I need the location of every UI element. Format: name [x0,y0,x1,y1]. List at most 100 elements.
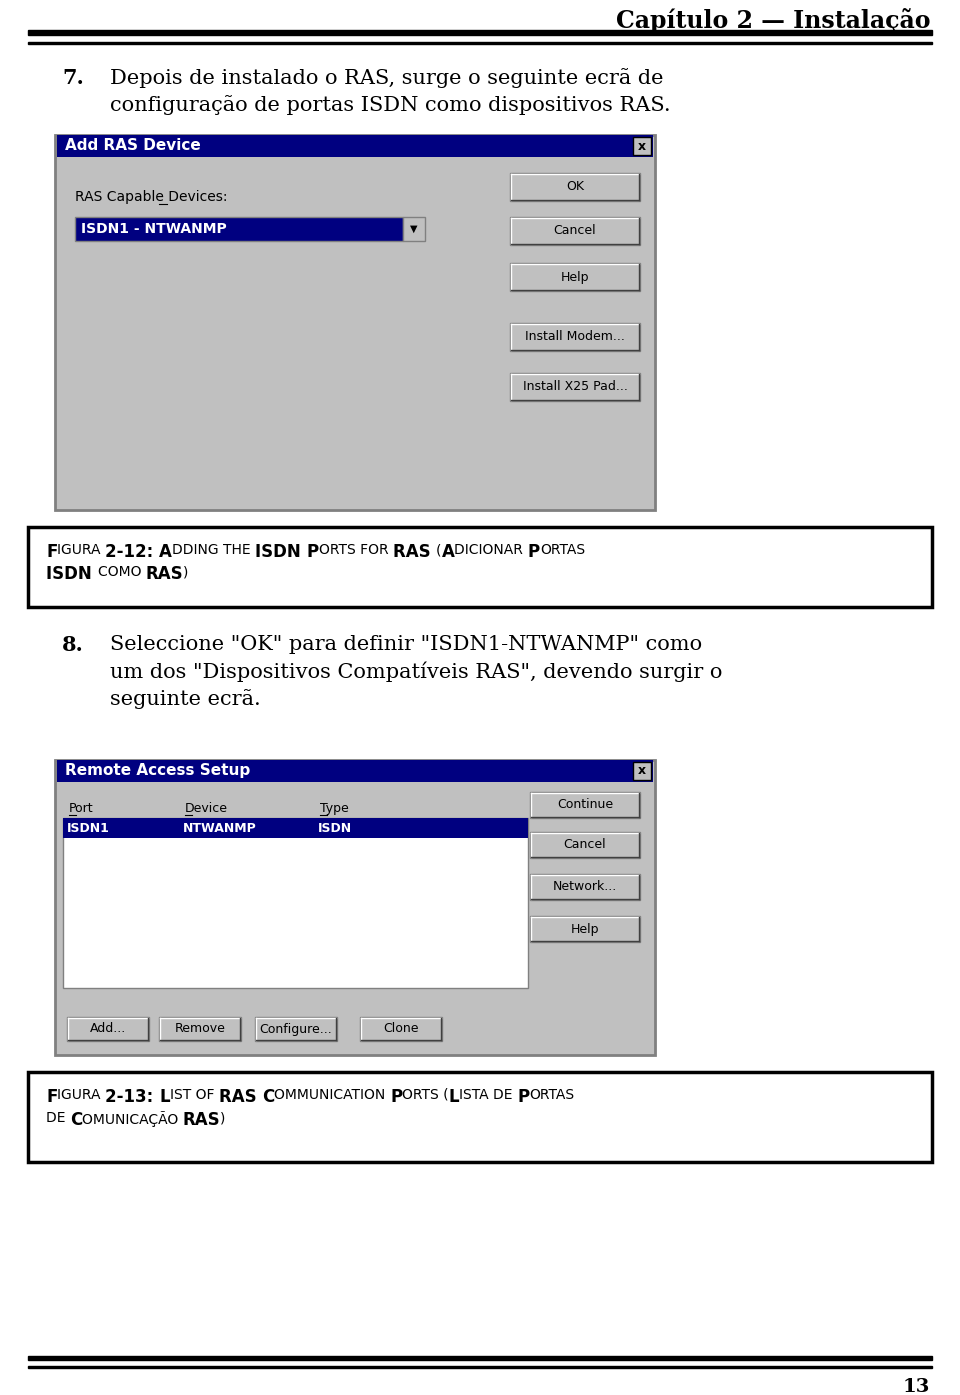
Text: C: C [262,1088,275,1106]
Text: ORTS (: ORTS ( [402,1088,448,1102]
Text: Continue: Continue [557,798,613,812]
Text: ▼: ▼ [410,225,418,234]
Bar [633,762,651,780]
Bar [403,218,425,241]
Text: OMMUNICATION: OMMUNICATION [275,1088,390,1102]
Bar [28,31,932,35]
Text: P: P [390,1088,402,1106]
Bar [75,218,403,241]
Text: IGURA: IGURA [58,543,106,557]
Text: Add...: Add... [90,1023,126,1035]
Text: ISDN1 - NTWANMP: ISDN1 - NTWANMP [81,222,227,236]
Text: Remove: Remove [175,1023,226,1035]
Bar [63,817,528,838]
Text: RAS: RAS [182,1110,221,1129]
Bar [530,875,640,900]
Text: IST OF: IST OF [170,1088,219,1102]
Bar [55,135,655,511]
Text: 13: 13 [902,1378,930,1395]
Text: ISDN: ISDN [255,543,306,561]
Bar [57,135,653,158]
Text: Network...: Network... [553,880,617,894]
Bar [510,264,640,292]
Text: Device: Device [185,802,228,815]
Text: configuração de portas ISDN como dispositivos RAS.: configuração de portas ISDN como disposi… [110,95,671,114]
Text: x: x [638,764,646,777]
Bar [55,760,655,1055]
Bar [510,218,640,246]
Text: C: C [70,1110,83,1129]
Bar [530,917,640,942]
Bar [28,1356,932,1360]
Text: Install Modem...: Install Modem... [525,331,625,343]
Bar [530,917,640,942]
Text: RAS Capable Devices:: RAS Capable Devices: [75,190,228,204]
Text: IGURA: IGURA [58,1088,106,1102]
Text: ): ) [221,1110,226,1124]
Text: COMO: COMO [98,565,145,579]
Bar [530,875,640,900]
Text: RAS: RAS [145,565,183,583]
Text: RAS: RAS [393,543,436,561]
Bar [28,42,932,45]
Text: 2-13:: 2-13: [106,1088,159,1106]
Bar [510,324,640,352]
Bar [510,324,640,352]
Bar [57,760,653,783]
Text: Type: Type [320,802,348,815]
Text: ORTAS: ORTAS [529,1088,574,1102]
Text: Cancel: Cancel [554,225,596,237]
Text: Configure...: Configure... [259,1023,332,1035]
Text: Help: Help [561,271,589,283]
Text: Help: Help [571,922,599,936]
Text: Remote Access Setup: Remote Access Setup [65,763,251,778]
Text: (: ( [436,543,442,557]
Text: x: x [638,140,646,152]
Text: Cancel: Cancel [564,838,607,851]
Text: um dos "Dispositivos Compatíveis RAS", devendo surgir o: um dos "Dispositivos Compatíveis RAS", d… [110,663,722,682]
Bar [510,173,640,201]
Text: 7.: 7. [62,68,84,88]
Bar [510,372,640,400]
Text: seguinte ecrã.: seguinte ecrã. [110,689,261,709]
Text: RAS: RAS [219,1088,262,1106]
Text: Capítulo 2 — Instalação: Capítulo 2 — Instalação [615,8,930,33]
Text: ): ) [183,565,188,579]
Text: 2-12:: 2-12: [106,543,159,561]
Text: ORTAS: ORTAS [540,543,585,557]
Text: DDING THE: DDING THE [172,543,255,557]
Bar [255,1017,337,1041]
Text: Clone: Clone [383,1023,419,1035]
Text: ISDN: ISDN [318,822,352,834]
Bar [510,173,640,201]
Text: NTWANMP: NTWANMP [183,822,256,834]
Bar [530,831,640,858]
Bar [360,1017,442,1041]
Bar [159,1017,241,1041]
Text: OMUNICAÇÃO: OMUNICAÇÃO [83,1110,182,1127]
Bar [67,1017,149,1041]
Bar [530,792,640,817]
Text: A: A [442,543,454,561]
Bar [530,792,640,817]
Text: P: P [517,1088,529,1106]
Text: ISDN1: ISDN1 [67,822,109,834]
Bar [360,1017,442,1041]
Bar [510,264,640,292]
Text: DE: DE [46,1110,70,1124]
Bar [28,1366,932,1368]
Text: P: P [306,543,319,561]
Text: L: L [159,1088,170,1106]
Bar [159,1017,241,1041]
Bar [633,137,651,155]
Text: ISDN: ISDN [46,565,98,583]
Bar [255,1017,337,1041]
Text: OK: OK [566,180,584,194]
Bar [67,1017,149,1041]
Text: 8.: 8. [62,635,84,656]
Text: Depois de instalado o RAS, surge o seguinte ecrã de: Depois de instalado o RAS, surge o segui… [110,68,663,88]
Text: ORTS FOR: ORTS FOR [319,543,393,557]
Text: Seleccione "OK" para definir "ISDN1-NTWANMP" como: Seleccione "OK" para definir "ISDN1-NTWA… [110,635,702,654]
Text: Install X25 Pad...: Install X25 Pad... [522,381,628,393]
Bar [63,817,528,988]
